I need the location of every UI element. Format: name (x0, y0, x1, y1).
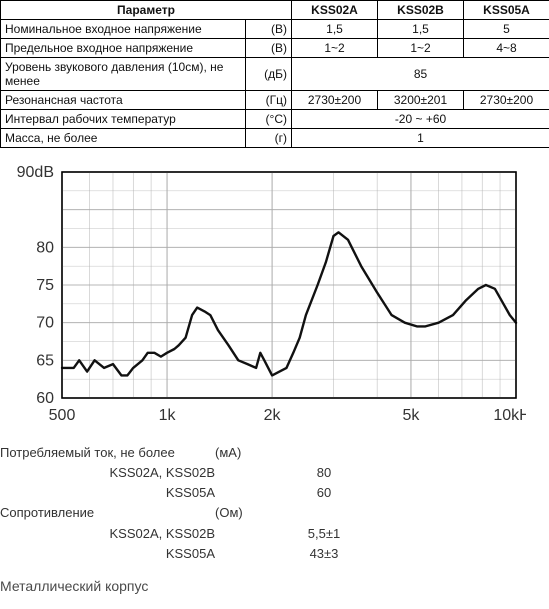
resist-unit: (Ом) (215, 503, 275, 523)
bottom-specs: Потребляемый ток, не более (мА) KSS02A, … (0, 443, 549, 564)
resist-row-name: KSS05A (0, 544, 219, 564)
table-val: 1~2 (292, 39, 378, 58)
svg-text:80: 80 (36, 239, 54, 256)
table-row: Интервал рабочих температур (1, 110, 246, 129)
current-label: Потребляемый ток, не более (0, 443, 215, 463)
footer-note: Металлический корпус (0, 578, 549, 594)
svg-text:5k: 5k (403, 407, 421, 424)
table-val: 4~8 (464, 39, 549, 58)
table-unit: (°С) (246, 110, 292, 129)
svg-text:70: 70 (36, 315, 54, 332)
current-unit: (мА) (215, 443, 275, 463)
current-row-name: KSS02A, KSS02B (0, 463, 219, 483)
table-unit: (г) (246, 129, 292, 148)
svg-text:90dB: 90dB (17, 164, 54, 181)
table-unit: (Гц) (246, 91, 292, 110)
table-header-param: Параметр (1, 1, 292, 20)
svg-text:75: 75 (36, 277, 54, 294)
current-row-val: 80 (279, 463, 369, 483)
table-header-col1: KSS02B (378, 1, 464, 20)
svg-text:65: 65 (36, 352, 54, 369)
resist-row-val: 43±3 (279, 544, 369, 564)
table-header-col2: KSS05A (464, 1, 549, 20)
table-val: 3200±201 (378, 91, 464, 110)
table-row: Резонансная частота (1, 91, 246, 110)
table-val-merged: 85 (292, 58, 549, 91)
resist-row-val: 5,5±1 (279, 524, 369, 544)
resist-row-name: KSS02A, KSS02B (0, 524, 219, 544)
table-val: 2730±200 (292, 91, 378, 110)
svg-text:60: 60 (36, 390, 54, 407)
svg-text:10kHz: 10kHz (493, 407, 526, 424)
table-header-col0: KSS02A (292, 1, 378, 20)
table-unit: (В) (246, 39, 292, 58)
current-row-val: 60 (279, 483, 369, 503)
table-row: Предельное входное напряжение (1, 39, 246, 58)
svg-text:1k: 1k (159, 407, 177, 424)
table-val: 2730±200 (464, 91, 549, 110)
table-unit: (В) (246, 20, 292, 39)
svg-text:500: 500 (49, 407, 76, 424)
table-val: 1,5 (378, 20, 464, 39)
table-val: 1~2 (378, 39, 464, 58)
table-unit: (дБ) (246, 58, 292, 91)
table-val-merged: 1 (292, 129, 549, 148)
table-val: 5 (464, 20, 549, 39)
spec-table: Параметр KSS02A KSS02B KSS05A Номинально… (0, 0, 549, 148)
table-row: Номинальное входное напряжение (1, 20, 246, 39)
table-val-merged: -20 ~ +60 (292, 110, 549, 129)
svg-text:2k: 2k (264, 407, 282, 424)
current-row-name: KSS05A (0, 483, 219, 503)
table-row: Масса, не более (1, 129, 246, 148)
spl-chart: 60 65 70 75 80 90dB 500 1k 2k 5k 10kHz (6, 164, 549, 435)
table-row: Уровень звукового давления (10см), не ме… (1, 58, 246, 91)
table-val: 1,5 (292, 20, 378, 39)
resist-label: Сопротивление (0, 503, 215, 523)
